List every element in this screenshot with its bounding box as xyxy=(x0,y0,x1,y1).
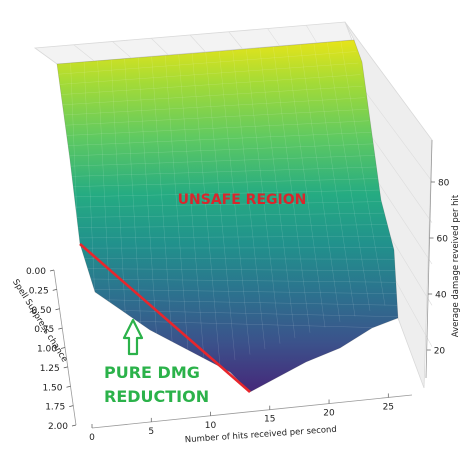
grid-line xyxy=(228,31,243,50)
mesh-line xyxy=(61,97,365,116)
mesh-line xyxy=(62,108,367,126)
y-tick-label: 0.25 xyxy=(29,286,49,296)
surface-outline xyxy=(56,39,399,393)
mesh-line xyxy=(63,120,370,136)
z-axis: 20 40 60 80 xyxy=(425,139,450,379)
mesh-line xyxy=(58,62,359,85)
x-axis: 0 5 10 15 20 25 xyxy=(89,393,413,443)
y-tick-mark xyxy=(71,424,77,427)
y-tick-label: 1.50 xyxy=(42,383,62,393)
grid-line xyxy=(383,225,433,306)
mesh-line xyxy=(78,309,398,318)
grid-line xyxy=(151,38,169,56)
z-axis-label: Average damage reveived per hit xyxy=(451,194,461,337)
pure-dmg-label: PURE DMG xyxy=(104,363,200,382)
mesh-line xyxy=(191,51,221,366)
mesh-line xyxy=(64,143,374,157)
mesh-line xyxy=(72,235,391,239)
y-tick-mark xyxy=(69,405,74,407)
y-tick-mark xyxy=(49,269,55,272)
z-axis-line xyxy=(425,139,433,379)
y-tick-mark xyxy=(52,289,57,291)
mesh-line xyxy=(71,224,389,228)
boundary-line xyxy=(79,243,251,393)
y-tick-label: 2.00 xyxy=(48,422,68,432)
mesh-line xyxy=(218,48,251,355)
grid-line xyxy=(375,178,433,265)
mesh-line xyxy=(178,52,206,371)
grid-line xyxy=(390,271,433,347)
y-tick-mark xyxy=(55,308,60,311)
mesh-line xyxy=(74,268,398,272)
mesh-line xyxy=(286,43,326,328)
surface-fill xyxy=(57,40,398,392)
x-tick-label: 15 xyxy=(264,415,275,425)
y-tick-mark xyxy=(63,366,68,369)
mesh-line xyxy=(59,74,361,95)
mesh-line xyxy=(57,51,357,75)
grid-line xyxy=(112,41,132,59)
mesh-line xyxy=(326,40,371,311)
z-tick-label: 40 xyxy=(435,291,447,301)
back-pane-left xyxy=(33,21,353,65)
y-axis: 0.00 0.25 0.50 0.75 1.00 1.25 1.50 1.75 2.00 xyxy=(26,267,77,432)
mesh-line xyxy=(66,166,378,177)
mesh-line xyxy=(73,258,395,260)
mesh-line xyxy=(313,41,356,317)
mesh-line xyxy=(75,278,398,283)
mesh-line xyxy=(151,54,176,382)
mesh-line xyxy=(205,49,236,361)
surface xyxy=(56,39,399,393)
mesh-line xyxy=(272,44,311,333)
grid-line xyxy=(73,44,95,62)
x-axis-line xyxy=(91,394,413,429)
mesh-line xyxy=(259,45,296,339)
mesh-line xyxy=(67,178,380,188)
y-tick-mark xyxy=(66,385,71,388)
y-tick-mark xyxy=(60,347,66,349)
mesh-line xyxy=(232,47,266,350)
surface-mesh xyxy=(57,40,398,392)
y-tick-label: 0.50 xyxy=(31,306,51,316)
grid-line xyxy=(361,86,433,182)
mesh-line xyxy=(77,299,398,306)
mesh-line xyxy=(137,55,161,388)
mesh-line xyxy=(76,288,398,295)
mesh-line xyxy=(65,155,376,167)
y-tick-label: 1.25 xyxy=(40,364,60,374)
mesh-line xyxy=(60,85,363,106)
mesh-line xyxy=(64,132,372,147)
y-tick-label: 0.00 xyxy=(26,267,46,277)
z-tick-label: 80 xyxy=(438,179,450,189)
grid-line xyxy=(189,34,206,53)
x-tick-label: 10 xyxy=(205,421,217,431)
y-tick-label: 0.75 xyxy=(34,325,54,335)
mesh-line xyxy=(69,201,385,208)
grid-line xyxy=(267,28,280,47)
x-tick-label: 5 xyxy=(148,427,154,437)
y-tick-label: 1.00 xyxy=(37,345,57,355)
mesh-line xyxy=(68,189,383,198)
x-tick-label: 25 xyxy=(383,402,394,412)
mesh-line xyxy=(245,46,281,344)
y-tick-label: 1.75 xyxy=(45,403,65,413)
grid-line xyxy=(368,132,433,223)
z-tick-label: 20 xyxy=(434,347,446,357)
grid-line xyxy=(305,25,318,44)
mesh-line xyxy=(340,40,386,306)
mesh-line xyxy=(299,42,341,322)
x-tick-label: 20 xyxy=(323,409,335,419)
grid-lines xyxy=(73,25,433,347)
up-arrow-icon xyxy=(122,318,144,356)
unsafe-region-label: UNSAFE REGION xyxy=(178,192,307,208)
mesh-line xyxy=(70,212,387,218)
z-tick-label: 60 xyxy=(437,235,449,245)
mesh-line xyxy=(164,53,191,377)
x-tick-label: 0 xyxy=(89,433,95,443)
y-tick-mark xyxy=(58,327,63,330)
reduction-label: REDUCTION xyxy=(104,387,209,406)
